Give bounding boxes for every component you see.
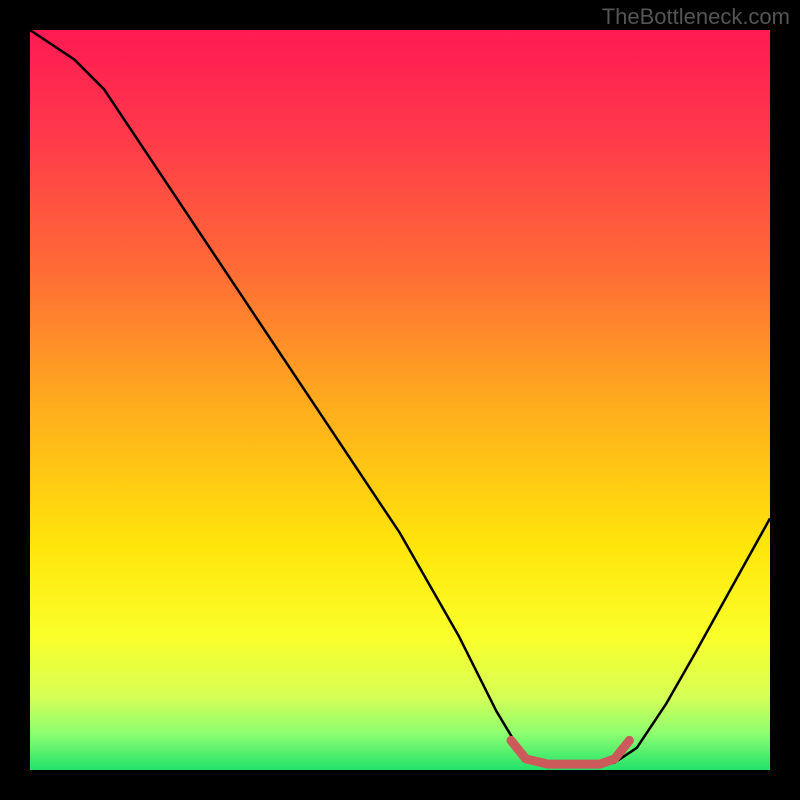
watermark-text: TheBottleneck.com [602, 4, 790, 30]
bottleneck-chart [0, 0, 800, 800]
chart-stage: TheBottleneck.com [0, 0, 800, 800]
plot-area [30, 30, 770, 770]
